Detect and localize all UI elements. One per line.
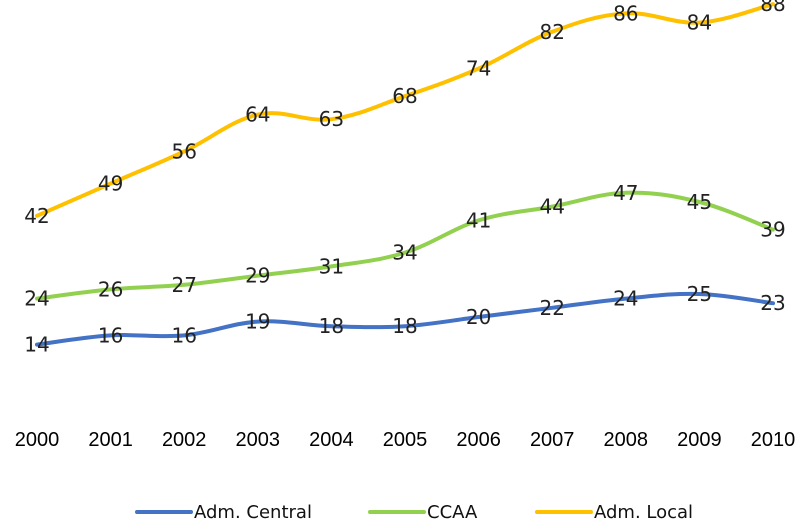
data-label: 18 xyxy=(392,314,417,338)
data-label: 39 xyxy=(760,218,785,242)
data-label: 18 xyxy=(319,314,344,338)
data-label: 45 xyxy=(687,190,712,214)
x-tick-label: 2010 xyxy=(751,429,796,451)
data-label: 88 xyxy=(760,0,785,16)
data-label: 63 xyxy=(319,107,344,131)
x-axis-ticks: 2000 2001 2002 2003 2004 2005 2006 2007 2008 2009… xyxy=(15,429,796,451)
data-label: 29 xyxy=(245,264,270,288)
x-tick-label: 2001 xyxy=(88,429,133,451)
x-tick-label: 2002 xyxy=(162,429,207,451)
x-tick-label: 2000 xyxy=(15,429,60,451)
data-label: 42 xyxy=(24,204,49,228)
x-tick-label: 2004 xyxy=(309,429,354,451)
legend-label: Adm. Central xyxy=(194,502,312,523)
x-tick-label: 2003 xyxy=(236,429,281,451)
x-tick-label: 2006 xyxy=(456,429,501,451)
data-label: 44 xyxy=(539,195,564,219)
data-label: 24 xyxy=(24,287,49,311)
legend: Adm. Central CCAA Adm. Local xyxy=(135,502,693,523)
data-label: 27 xyxy=(171,273,196,297)
data-label: 34 xyxy=(392,241,417,265)
x-tick-label: 2008 xyxy=(604,429,649,451)
data-label: 19 xyxy=(245,310,270,334)
series-line-ccaa xyxy=(35,190,775,301)
data-label: 74 xyxy=(466,57,491,81)
data-label: 47 xyxy=(613,181,638,205)
data-label: 20 xyxy=(466,305,491,329)
data-label: 56 xyxy=(171,139,196,163)
data-label: 84 xyxy=(687,11,712,35)
x-tick-label: 2007 xyxy=(530,429,575,451)
data-label: 25 xyxy=(687,282,712,306)
data-label: 31 xyxy=(319,254,344,278)
series-lines xyxy=(35,2,775,347)
data-label: 49 xyxy=(98,172,123,196)
x-tick-label: 2009 xyxy=(677,429,722,451)
data-label: 16 xyxy=(171,323,196,347)
data-label: 26 xyxy=(98,277,123,301)
data-label: 64 xyxy=(245,103,270,127)
series-line-adm-central xyxy=(35,291,775,347)
data-label: 82 xyxy=(539,20,564,44)
data-labels: 14 16 16 19 18 18 20 22 24 25 23 24 26 27 29 31 34 41 44 47… xyxy=(24,0,785,357)
data-label: 23 xyxy=(760,291,785,315)
data-label: 68 xyxy=(392,84,417,108)
series-line-adm-local xyxy=(35,2,775,218)
data-label: 86 xyxy=(613,1,638,25)
legend-label: Adm. Local xyxy=(594,502,693,523)
data-label: 24 xyxy=(613,287,638,311)
data-label: 16 xyxy=(98,323,123,347)
legend-label: CCAA xyxy=(427,502,478,523)
data-label: 22 xyxy=(539,296,564,320)
x-tick-label: 2005 xyxy=(383,429,428,451)
data-label: 14 xyxy=(24,333,49,357)
data-label: 41 xyxy=(466,208,491,232)
